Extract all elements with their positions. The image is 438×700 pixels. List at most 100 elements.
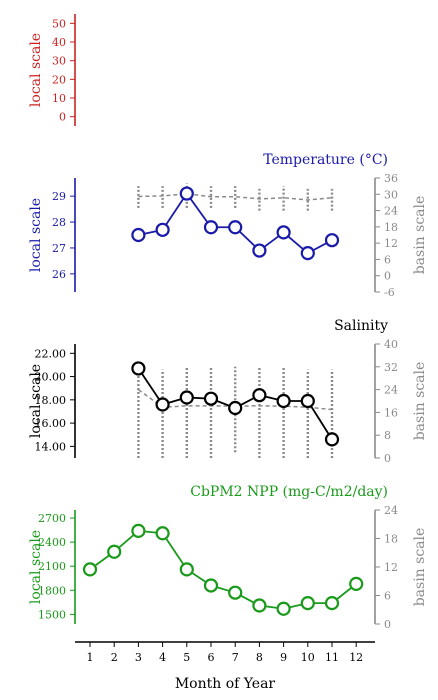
data-point	[155, 222, 170, 237]
right-axis-title: basin scale	[412, 362, 428, 441]
right-tick-label: 12	[384, 237, 398, 250]
panel-4: 1500 1800 2100 2400 2700 local scale 0 6 12 18 24 b…	[28, 484, 428, 631]
data-point	[324, 596, 340, 611]
left-axis-title: local scale	[28, 530, 44, 604]
left-tick-label: 1800	[38, 584, 66, 597]
left-tick-label: 30	[52, 55, 66, 68]
x-tick-label: 3	[135, 651, 142, 664]
series-line	[89, 529, 357, 610]
left-tick-label: 40	[52, 36, 66, 49]
right-tick-label: 18	[384, 533, 398, 546]
right-tick-label: 0	[384, 618, 391, 631]
data-point	[300, 596, 315, 611]
right-tick-label: 6	[384, 590, 391, 603]
data-point	[276, 225, 291, 240]
left-tick-label: 1500	[38, 608, 66, 621]
right-tick-label: 24	[384, 504, 398, 517]
right-tick-label: 32	[384, 361, 398, 374]
x-tick-label: 1	[87, 651, 94, 664]
data-point	[131, 523, 146, 538]
left-tick-label: 10	[52, 92, 66, 105]
data-point	[324, 233, 340, 248]
data-point	[179, 390, 194, 405]
data-point	[203, 578, 219, 593]
data-point	[179, 562, 194, 577]
left-tick-label: 2100	[38, 560, 66, 573]
left-tick-label: 0	[59, 111, 66, 124]
x-tick-label: 7	[232, 651, 239, 664]
data-point	[276, 601, 291, 616]
data-point	[276, 393, 291, 409]
data-point	[155, 526, 170, 541]
data-point	[252, 598, 267, 613]
data-point	[324, 432, 340, 447]
data-point	[228, 220, 243, 235]
x-tick-label: 2	[111, 651, 118, 664]
data-point	[203, 391, 219, 406]
data-point	[300, 393, 315, 409]
data-point	[349, 576, 364, 591]
x-tick-label: 10	[301, 651, 315, 664]
panel-title: Salinity	[334, 318, 388, 334]
right-tick-label: 0	[384, 452, 391, 465]
right-tick-label: 6	[384, 253, 391, 266]
data-point	[252, 243, 267, 258]
right-tick-label: 8	[384, 429, 391, 442]
data-point	[228, 585, 243, 600]
right-tick-label: 16	[384, 406, 398, 419]
right-tick-label: 30	[384, 188, 398, 201]
data-point	[82, 562, 98, 577]
chart-panels: 0 10 20 30 40 50 local scale 26 27 28 29 local scal…	[28, 14, 428, 631]
left-tick-label: 26	[52, 268, 66, 281]
left-axis-title: local scale	[28, 364, 44, 438]
right-tick-label: 36	[384, 172, 398, 185]
x-tick-label: 5	[183, 651, 190, 664]
left-tick-label: 20.00	[35, 371, 67, 384]
left-axis-title: local scale	[28, 198, 44, 272]
data-point	[131, 227, 146, 243]
left-tick-label: 14.00	[35, 440, 67, 453]
data-point	[252, 388, 267, 403]
left-tick-label: 29	[52, 190, 66, 203]
left-tick-label: 20	[52, 73, 66, 86]
right-tick-label: 24	[384, 384, 398, 397]
x-tick-label: 8	[256, 651, 263, 664]
data-point	[179, 186, 194, 201]
left-tick-label: 22.00	[35, 347, 67, 360]
right-axis-title: basin scale	[412, 196, 428, 275]
x-tick-label: 6	[208, 651, 215, 664]
data-point	[300, 246, 315, 261]
basin-mean-line	[137, 388, 333, 411]
left-tick-label: 50	[52, 17, 66, 30]
left-axis-title: local scale	[28, 33, 44, 107]
left-tick-label: 28	[52, 216, 66, 229]
x-tick-label: 9	[280, 651, 287, 664]
left-tick-label: 2400	[38, 536, 66, 549]
right-axis-title: basin scale	[412, 528, 428, 607]
data-point	[131, 361, 146, 376]
x-tick-label: 12	[349, 651, 363, 664]
panel-title: CbPM2 NPP (mg-C/m2/day)	[190, 484, 388, 500]
left-tick-label: 18.00	[35, 394, 67, 407]
panel-3: 14.00 16.00 18.00 20.00 22.00 local scale 0 8 16…	[28, 318, 428, 465]
basin-mean-line	[138, 192, 333, 201]
left-tick-label: 27	[52, 242, 66, 255]
panel-1: 0 10 20 30 40 50 local scale	[28, 14, 76, 126]
data-point	[228, 400, 243, 416]
right-tick-label: 18	[384, 221, 398, 234]
x-tick-label: 11	[325, 651, 339, 664]
data-point	[107, 544, 122, 559]
right-tick-label: -6	[384, 286, 395, 299]
x-tick-label: 4	[159, 651, 166, 664]
right-tick-label: 12	[384, 561, 398, 574]
left-tick-label: 16.00	[35, 417, 67, 430]
data-point	[203, 220, 219, 235]
right-tick-label: 40	[384, 338, 398, 351]
right-tick-label: 0	[384, 270, 391, 283]
left-tick-label: 2700	[38, 512, 66, 525]
panel-2: 26 27 28 29 local scale -6 0 6 12 18 24 30 36 basin s…	[28, 152, 428, 299]
right-tick-label: 24	[384, 205, 398, 218]
data-point	[155, 397, 170, 412]
